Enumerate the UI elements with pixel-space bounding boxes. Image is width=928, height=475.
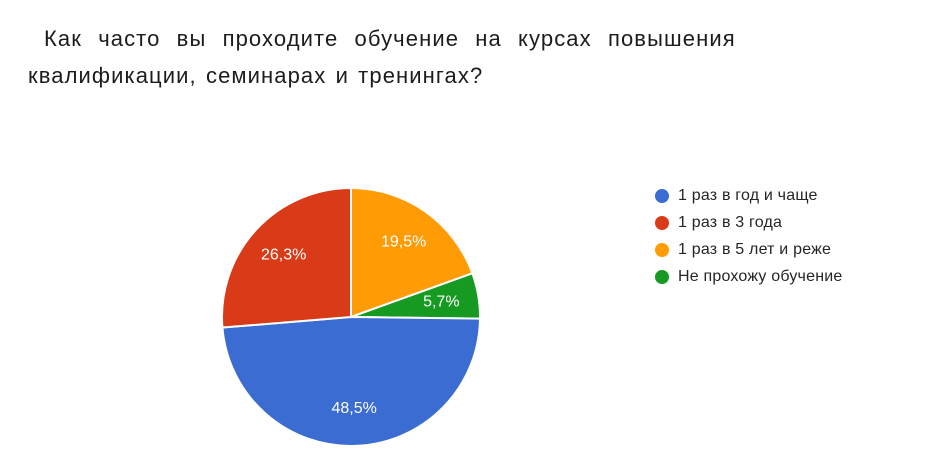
- legend-color-swatch: [655, 242, 669, 257]
- legend-item: 1 раз в 5 лет и реже: [655, 236, 842, 263]
- chart-legend: 1 раз в год и чаще 1 раз в 3 года 1 раз …: [655, 182, 842, 290]
- legend-item: Не прохожу обучение: [655, 263, 842, 290]
- chart-title-line-2: квалификации, семинарах и тренингах?: [28, 63, 484, 88]
- legend-color-swatch: [655, 215, 669, 230]
- pie-slice-percent-label-2: 19,5%: [381, 234, 426, 251]
- pie-slice-percent-label-1: 26,3%: [261, 246, 306, 263]
- pie-chart-svg: 19,5% 5,7% 48,5% 26,3%: [221, 187, 481, 447]
- legend-item-label: 1 раз в год и чаще: [678, 186, 818, 204]
- chart-title-line-1: Как часто вы проходите обучение на курса…: [44, 26, 736, 51]
- pie-chart: 19,5% 5,7% 48,5% 26,3%: [216, 182, 486, 452]
- legend-item: 1 раз в 3 года: [655, 209, 842, 236]
- legend-item-label: Не прохожу обучение: [678, 267, 843, 285]
- pie-slice-0: [221, 316, 481, 447]
- pie-slice-percent-label-0: 48,5%: [331, 400, 376, 417]
- legend-color-swatch: [655, 269, 669, 284]
- legend-item: 1 раз в год и чаще: [655, 182, 842, 209]
- legend-item-label: 1 раз в 5 лет и реже: [678, 240, 832, 258]
- legend-color-swatch: [655, 188, 669, 203]
- chart-title: Как часто вы проходите обучение на курса…: [28, 20, 798, 94]
- pie-slice-percent-label-3: 5,7%: [423, 293, 459, 310]
- legend-item-label: 1 раз в 3 года: [678, 213, 783, 231]
- pie-slice-1: [221, 187, 352, 329]
- pie-slice-2: [350, 187, 474, 318]
